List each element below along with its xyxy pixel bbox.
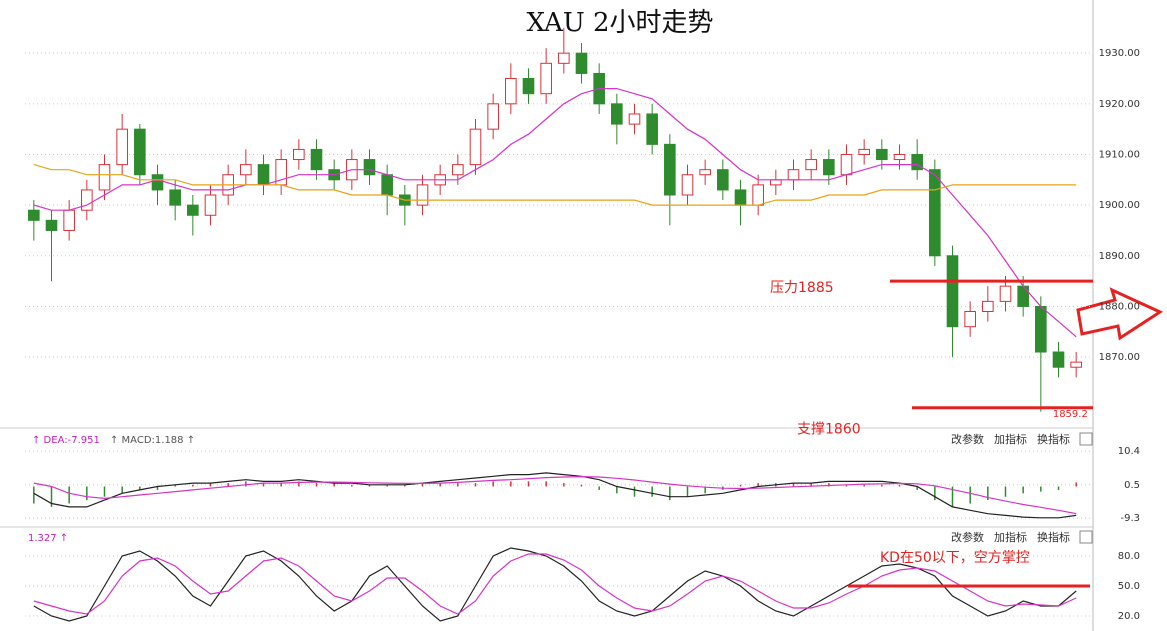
candle-body xyxy=(628,113,641,125)
candle-body xyxy=(169,189,181,206)
indicator-line xyxy=(33,88,1077,338)
indicator-value: ↑ MACD:1.188 ↑ xyxy=(110,435,195,446)
y-tick-label: 1910.00 xyxy=(1099,149,1140,160)
candle-body xyxy=(858,148,870,155)
candle-body xyxy=(1070,361,1082,368)
candle-body xyxy=(293,148,305,161)
y-tick-label: 1900.00 xyxy=(1099,200,1140,211)
candle-body xyxy=(717,169,729,191)
candle-body xyxy=(134,128,146,176)
indicator-value: ↑ DEA:-7.951 xyxy=(32,435,100,446)
candle-body xyxy=(505,78,517,105)
arrow-icon xyxy=(1076,287,1164,341)
candle-body xyxy=(823,159,835,176)
y-tick-label: 1870.00 xyxy=(1099,352,1140,363)
candle-body xyxy=(522,78,535,95)
indicator-line xyxy=(33,547,1077,622)
candle-body xyxy=(752,184,764,206)
candle-body xyxy=(1052,351,1065,368)
candle-body xyxy=(540,62,552,95)
y-tick-label: 1890.00 xyxy=(1099,251,1140,262)
candle-body xyxy=(876,148,888,161)
y-tick-label: 1880.00 xyxy=(1099,301,1140,312)
candle-body xyxy=(982,300,994,313)
candle-body xyxy=(363,159,376,176)
toolbar-button[interactable]: 加指标 xyxy=(994,432,1027,446)
candle-body xyxy=(575,52,588,74)
y-tick-label: 0.5 xyxy=(1124,480,1140,491)
candle-body xyxy=(946,255,959,328)
y-tick-label: 20.0 xyxy=(1118,611,1140,622)
candle-body xyxy=(487,103,499,130)
candle-body xyxy=(893,153,906,161)
candle-body xyxy=(98,164,111,191)
y-tick-label: 10.4 xyxy=(1118,446,1140,457)
candle-body xyxy=(787,169,800,181)
level-label: 支撑1860 xyxy=(797,422,861,438)
candle-body xyxy=(699,169,711,176)
candle-body xyxy=(646,113,658,145)
candle-body xyxy=(929,169,941,257)
chart-title: XAU 2小时走势 xyxy=(526,8,713,38)
candle-body xyxy=(204,194,217,216)
candle-body xyxy=(558,52,570,64)
candle-body xyxy=(1035,305,1047,353)
level-label: KD在50以下，空方掌控 xyxy=(880,550,1030,566)
candle-body xyxy=(151,174,164,191)
candle-body xyxy=(611,103,623,125)
candle-body xyxy=(381,174,393,196)
candle-body xyxy=(469,128,482,166)
low-label: 1859.2 xyxy=(1053,409,1088,420)
indicator-value: 1.327 ↑ xyxy=(28,533,68,544)
toolbar-button[interactable]: 换指标 xyxy=(1037,432,1070,446)
candle-body xyxy=(999,285,1012,302)
candle-body xyxy=(1017,285,1029,307)
candle-body xyxy=(770,179,782,186)
close-button[interactable] xyxy=(1079,432,1093,446)
indicator-line xyxy=(33,553,1077,615)
candle-body xyxy=(964,311,976,328)
candle-body xyxy=(734,189,747,206)
toolbar-button[interactable]: 加指标 xyxy=(994,530,1027,544)
toolbar-button[interactable]: 改参数 xyxy=(951,530,984,544)
toolbar-button[interactable]: 换指标 xyxy=(1037,530,1070,544)
candle-body xyxy=(664,143,676,196)
candle-body xyxy=(416,184,429,206)
candle-body xyxy=(240,164,252,176)
candle-body xyxy=(28,209,40,221)
y-tick-label: -9.3 xyxy=(1120,513,1140,524)
y-tick-label: 1930.00 xyxy=(1099,48,1140,59)
y-tick-label: 80.0 xyxy=(1118,551,1140,562)
candle-body xyxy=(805,159,817,171)
candle-body xyxy=(63,209,75,231)
candle-body xyxy=(116,128,128,166)
candle-body xyxy=(81,189,93,211)
toolbar-button[interactable]: 改参数 xyxy=(951,432,984,446)
candle-body xyxy=(681,174,694,196)
candle-body xyxy=(911,153,923,171)
level-label: 压力1885 xyxy=(770,280,834,296)
indicator-line xyxy=(33,475,1077,515)
close-button[interactable] xyxy=(1079,530,1093,544)
candle-body xyxy=(45,219,58,231)
candle-body xyxy=(840,153,853,176)
indicator-line xyxy=(33,164,1077,206)
candle-body xyxy=(310,148,323,171)
candle-body xyxy=(187,204,199,216)
y-tick-label: 1920.00 xyxy=(1099,99,1140,110)
y-tick-label: 50.0 xyxy=(1118,581,1140,592)
candle-body xyxy=(452,164,464,176)
candle-body xyxy=(257,164,270,186)
